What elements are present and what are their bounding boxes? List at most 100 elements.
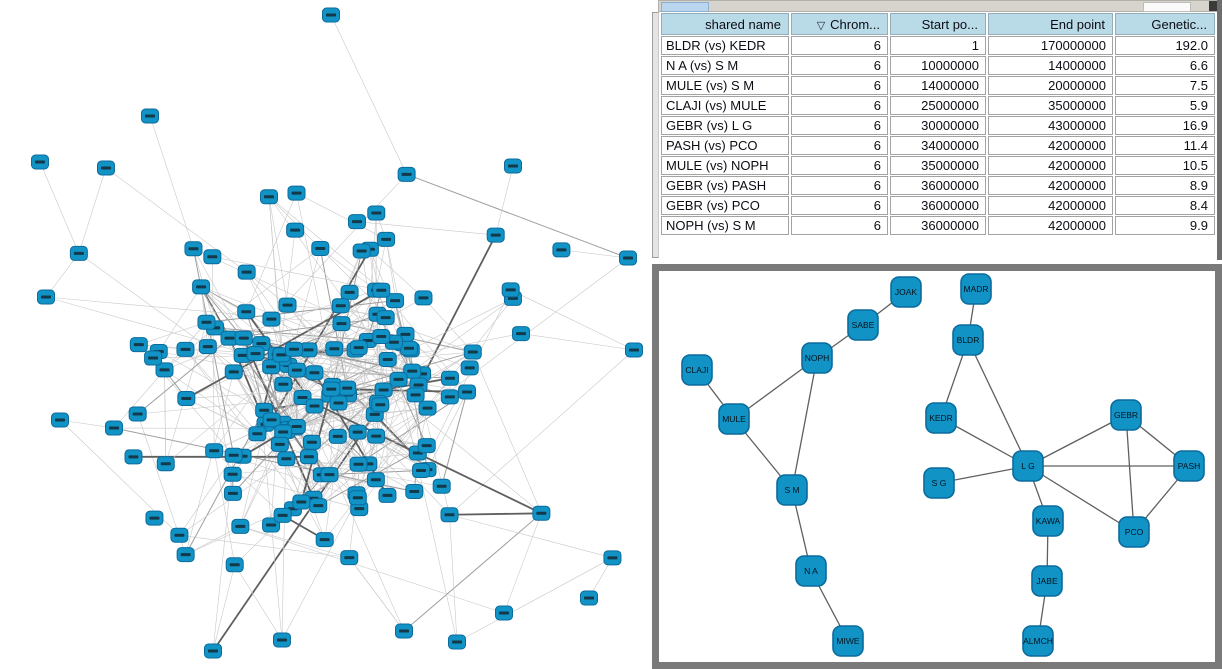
network-node[interactable] [192, 279, 211, 295]
table-cell[interactable]: 42000000 [988, 216, 1113, 235]
network-node[interactable] [198, 339, 217, 355]
network-node[interactable] [176, 547, 195, 563]
network-node[interactable] [305, 398, 324, 414]
table-cell[interactable]: 170000000 [988, 36, 1113, 55]
network-node[interactable] [405, 483, 424, 499]
network-node-pash[interactable]: PASH [1173, 450, 1205, 482]
network-node[interactable] [224, 364, 243, 380]
network-node-noph[interactable]: NOPH [801, 342, 833, 374]
scrollbar-thumb[interactable] [661, 2, 709, 12]
network-node[interactable] [262, 412, 281, 428]
network-node[interactable] [69, 245, 88, 261]
network-node[interactable] [504, 158, 522, 174]
network-node[interactable] [399, 340, 418, 356]
network-node[interactable] [284, 341, 303, 357]
table-cell[interactable]: 7.5 [1115, 76, 1215, 95]
table-cell[interactable]: 42000000 [988, 136, 1113, 155]
network-node[interactable] [176, 341, 195, 357]
network-node[interactable] [31, 154, 49, 170]
network-node[interactable] [386, 293, 405, 309]
table-cell[interactable]: 6 [791, 76, 888, 95]
network-node[interactable] [603, 550, 622, 566]
network-node[interactable] [237, 304, 256, 320]
table-cell[interactable]: 6 [791, 196, 888, 215]
network-node[interactable] [325, 341, 344, 357]
table-cell[interactable]: 35000000 [890, 156, 986, 175]
table-cell[interactable]: 14000000 [988, 56, 1113, 75]
network-node[interactable] [223, 466, 242, 482]
network-node[interactable] [105, 420, 124, 436]
network-node[interactable] [197, 314, 216, 330]
table-cell[interactable]: 6 [791, 116, 888, 135]
network-node[interactable] [371, 397, 390, 413]
network-node[interactable] [270, 436, 289, 452]
network-node[interactable] [378, 487, 397, 503]
network-node[interactable] [414, 290, 433, 306]
table-row[interactable]: CLAJI (vs) MULE 6 25000000 35000000 5.9 [661, 96, 1215, 115]
network-node[interactable] [512, 326, 531, 342]
network-node-kedr[interactable]: KEDR [925, 402, 957, 434]
network-node[interactable] [299, 449, 318, 465]
table-cell[interactable]: 10.5 [1115, 156, 1215, 175]
network-node[interactable] [129, 337, 148, 353]
network-node[interactable] [406, 387, 425, 403]
table-cell[interactable]: 8.9 [1115, 176, 1215, 195]
network-node[interactable] [463, 344, 482, 360]
table-cell[interactable]: 36000000 [890, 176, 986, 195]
network-node[interactable] [440, 507, 459, 523]
network-node-bldr[interactable]: BLDR [952, 324, 984, 356]
network-node[interactable] [495, 605, 513, 621]
table-cell[interactable]: 5.9 [1115, 96, 1215, 115]
network-node[interactable] [305, 365, 324, 381]
table-cell[interactable]: 20000000 [988, 76, 1113, 95]
column-header-start-po-[interactable]: Start po... [890, 13, 986, 35]
network-node[interactable] [141, 108, 159, 124]
table-cell[interactable]: 43000000 [988, 116, 1113, 135]
network-node[interactable] [274, 376, 293, 392]
network-node[interactable] [448, 634, 466, 650]
network-node[interactable] [246, 346, 265, 362]
network-node-jabe[interactable]: JABE [1031, 565, 1063, 597]
network-node[interactable] [440, 389, 459, 405]
network-node[interactable] [329, 395, 348, 411]
network-node[interactable] [273, 507, 292, 523]
table-cell[interactable]: 9.9 [1115, 216, 1215, 235]
network-node[interactable] [224, 447, 243, 463]
network-node[interactable] [51, 412, 69, 428]
network-node-claji[interactable]: CLAJI [681, 354, 713, 386]
network-node[interactable] [274, 424, 293, 440]
network-node[interactable] [501, 282, 520, 298]
network-node[interactable] [248, 426, 267, 442]
network-node[interactable] [315, 532, 334, 548]
network-node[interactable] [309, 498, 328, 514]
network-node[interactable] [170, 527, 189, 543]
network-node[interactable] [417, 438, 436, 454]
table-cell[interactable]: 6 [791, 216, 888, 235]
network-node[interactable] [486, 227, 505, 243]
network-node[interactable] [322, 381, 341, 397]
network-node-gebr[interactable]: GEBR [1110, 399, 1142, 431]
network-node[interactable] [287, 419, 306, 435]
network-node[interactable] [203, 249, 222, 265]
network-node[interactable] [432, 478, 451, 494]
network-node[interactable] [374, 382, 393, 398]
table-cell[interactable]: PASH (vs) PCO [661, 136, 789, 155]
table-cell[interactable]: BLDR (vs) KEDR [661, 36, 789, 55]
network-node[interactable] [372, 282, 391, 298]
network-node[interactable] [377, 231, 396, 247]
network-node[interactable] [397, 166, 416, 182]
table-cell[interactable]: 1 [890, 36, 986, 55]
table-cell[interactable]: 11.4 [1115, 136, 1215, 155]
table-cell[interactable]: GEBR (vs) L G [661, 116, 789, 135]
network-node[interactable] [273, 632, 291, 648]
network-node[interactable] [322, 7, 340, 23]
network-node-s-g[interactable]: S G [923, 467, 955, 499]
network-node[interactable] [331, 298, 350, 314]
table-cell[interactable]: 36000000 [890, 196, 986, 215]
table-cell[interactable]: 6 [791, 56, 888, 75]
network-node-mule[interactable]: MULE [718, 403, 750, 435]
network-node[interactable] [277, 451, 296, 467]
network-node[interactable] [237, 264, 256, 280]
table-cell[interactable]: 8.4 [1115, 196, 1215, 215]
network-node[interactable] [338, 380, 357, 396]
